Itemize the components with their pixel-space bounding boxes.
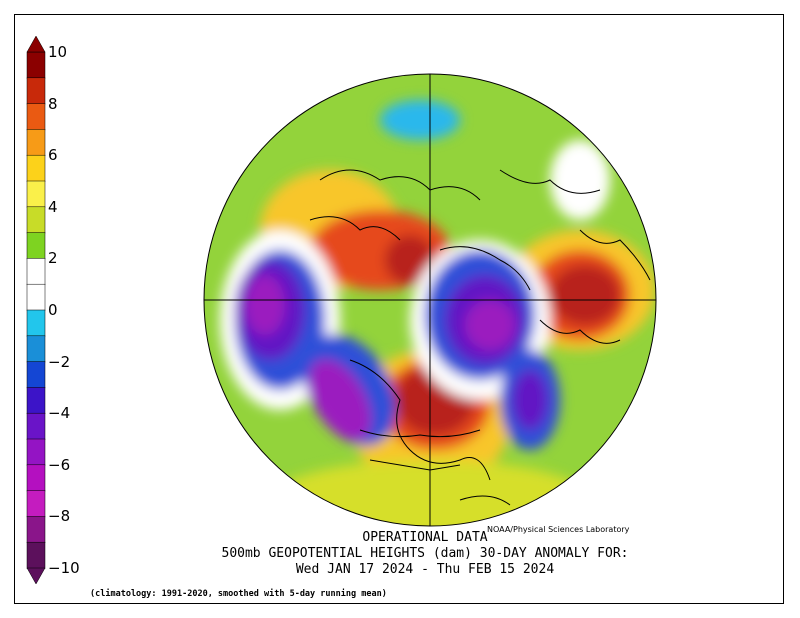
anomaly-extreme-neg-center <box>465 300 515 350</box>
colorbar-segment <box>26 129 46 156</box>
anomaly-weak-neg-north <box>380 100 460 140</box>
colorbar-segment <box>26 309 46 337</box>
colorbar-label: 8 <box>48 94 58 113</box>
colorbar-segment <box>26 180 46 208</box>
colorbar-segment <box>26 154 46 182</box>
colorbar-segment <box>26 361 46 389</box>
colorbar-segment <box>26 438 46 466</box>
colorbar <box>26 36 46 584</box>
title-line-3: Wed JAN 17 2024 - Thu FEB 15 2024 <box>295 562 555 577</box>
colorbar-segment <box>26 516 46 543</box>
colorbar-bottom-arrow <box>26 567 46 584</box>
colorbar-segment <box>26 387 46 414</box>
colorbar-segment <box>26 258 46 285</box>
colorbar-label: −10 <box>48 559 80 577</box>
colorbar-segment <box>26 77 46 105</box>
anomaly-strong-pos-east <box>550 265 620 325</box>
anomaly-strong-pos-north <box>385 235 435 285</box>
coastlines <box>309 169 651 506</box>
colorbar-label: −2 <box>48 352 71 371</box>
colorbar-segment <box>26 490 46 518</box>
figure-frame <box>14 14 784 604</box>
colorbar-segment <box>26 103 46 131</box>
anomaly-neutral-northeast <box>550 140 610 220</box>
colorbar-segment <box>26 232 46 260</box>
title-line-2: 500mb GEOPOTENTIAL HEIGHTS (dam) 30-DAY … <box>221 546 629 561</box>
title-line-1: OPERATIONAL DATA <box>362 530 488 545</box>
anomaly-strong-neg-east <box>512 370 548 430</box>
colorbar-label: 6 <box>48 146 58 165</box>
anomaly-extreme-neg-southwest <box>308 359 372 441</box>
colorbar-segment <box>26 206 46 234</box>
colorbar-segment <box>26 412 46 440</box>
colorbar-segment <box>26 283 46 311</box>
colorbar-segment <box>26 335 46 363</box>
climatology-footnote: (climatology: 1991-2020, smoothed with 5… <box>90 589 387 599</box>
anomaly-extreme-neg-west <box>245 275 285 335</box>
colorbar-label: −4 <box>48 404 71 423</box>
colorbar-segment <box>26 541 46 569</box>
credit-text: NOAA/Physical Sciences Laboratory <box>487 525 630 534</box>
colorbar-label: −8 <box>48 507 71 526</box>
polar-map <box>203 73 657 527</box>
colorbar-top-arrow <box>26 36 46 53</box>
colorbar-label: 0 <box>48 301 58 319</box>
map-border <box>203 73 657 527</box>
colorbar-label: 2 <box>48 249 58 268</box>
colorbar-label: 4 <box>48 197 58 216</box>
colorbar-segment <box>26 464 46 492</box>
colorbar-label: −6 <box>48 455 71 474</box>
colorbar-segment <box>26 51 46 79</box>
colorbar-label: 10 <box>48 43 68 61</box>
